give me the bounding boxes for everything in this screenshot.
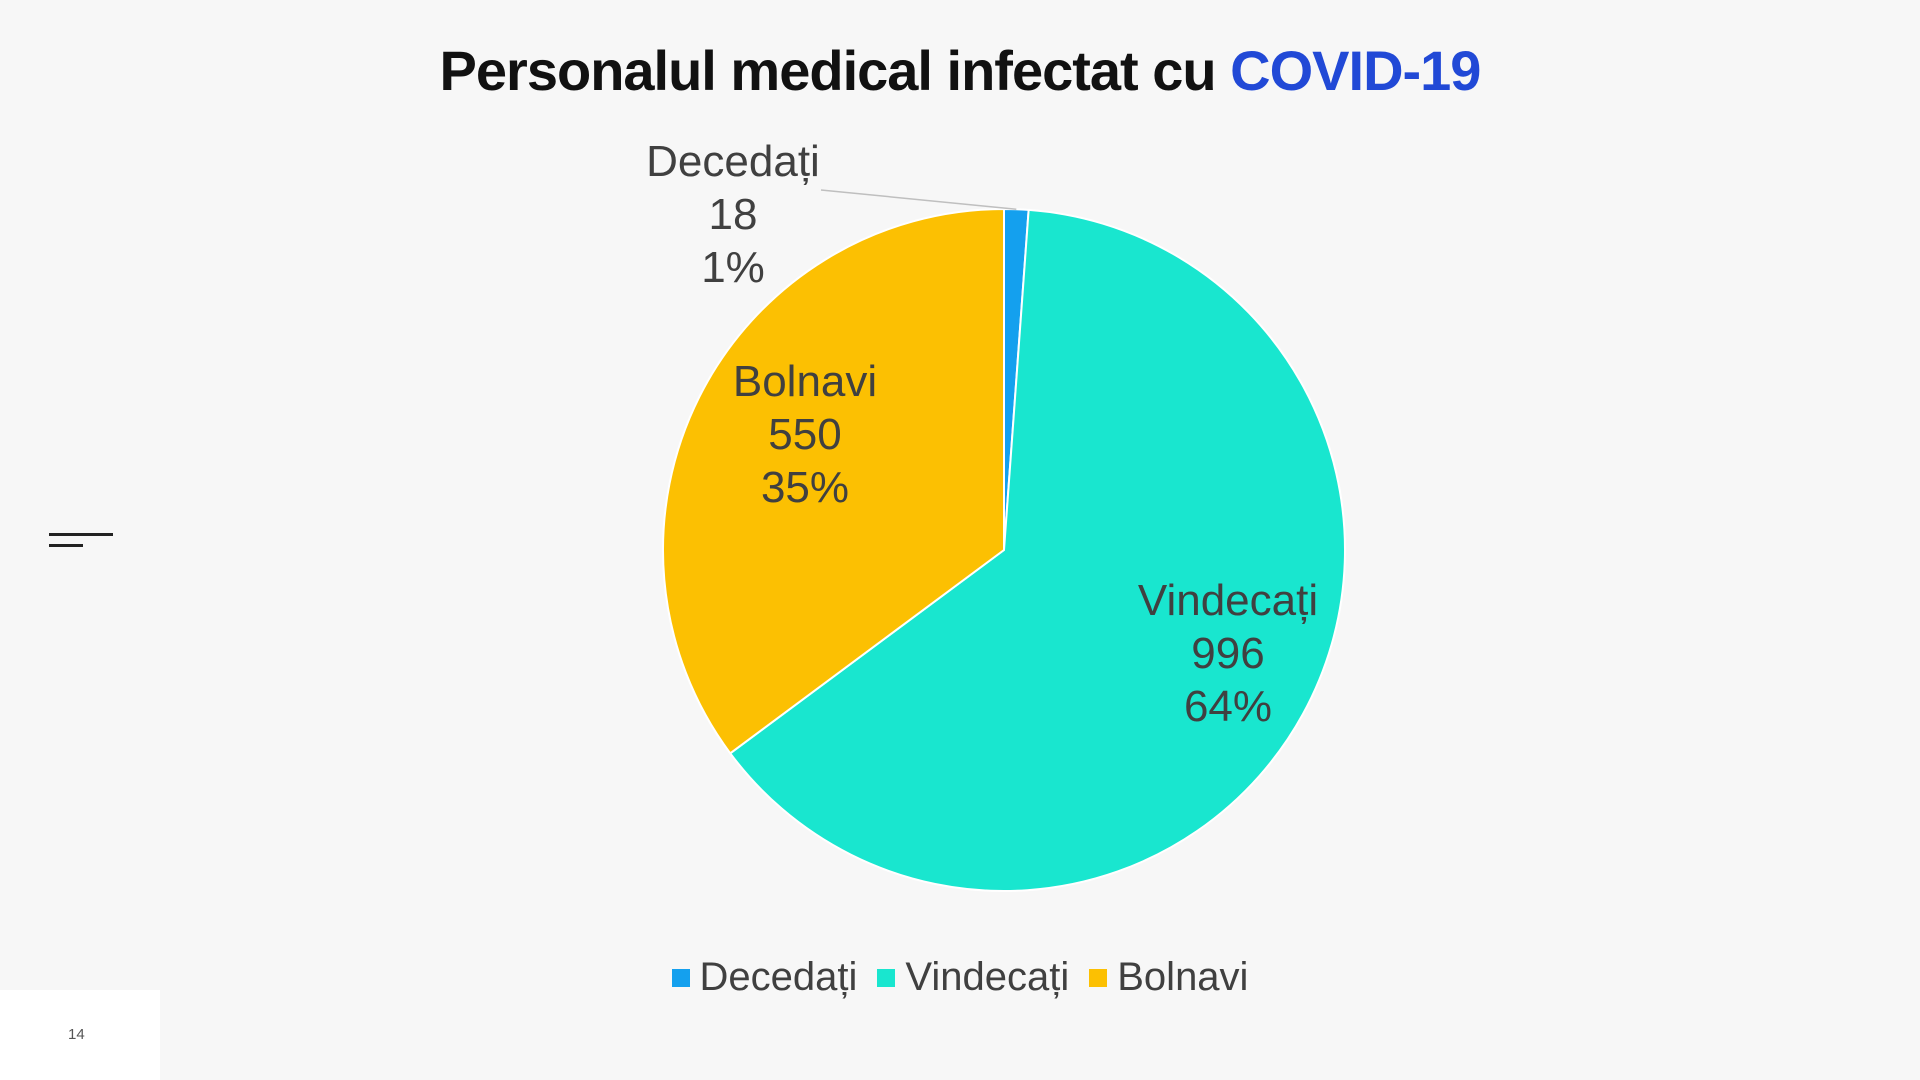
leader-line-decedati [820, 189, 1017, 210]
title-accent: COVID-19 [1230, 39, 1481, 102]
pie-slice-vindecati [728, 208, 1346, 892]
label-name: Vindecați [1138, 576, 1318, 625]
data-label-vindecati: Vindecați 996 64% [1138, 576, 1318, 731]
slide-title: Personalul medical infectat cu COVID-19 [0, 38, 1920, 103]
label-name: Bolnavi [733, 357, 877, 406]
label-value: 996 [1191, 629, 1264, 678]
legend-label: Vindecați [905, 955, 1070, 999]
title-main: Personalul medical infectat cu [439, 39, 1231, 102]
legend-item-decedati: Decedați [671, 955, 858, 1000]
label-percent: 35% [761, 463, 849, 512]
legend-swatch [877, 968, 896, 987]
decorative-line-bottom [49, 544, 83, 547]
label-percent: 1% [701, 243, 765, 292]
label-value: 18 [709, 190, 758, 239]
pie-labels: Decedați 18 1% Vindecați 996 64% Bolnavi 550 35% [646, 137, 1318, 731]
legend-item-vindecati: Vindecați [877, 955, 1069, 1000]
label-value: 550 [768, 410, 841, 459]
legend-item-bolnavi: Bolnavi [1089, 955, 1248, 1000]
data-label-decedati: Decedați 18 1% [646, 137, 820, 292]
chart-legend: Decedați Vindecați Bolnavi [0, 955, 1920, 1000]
pie-slice-bolnavi [662, 207, 1005, 755]
legend-label: Bolnavi [1117, 955, 1249, 999]
legend-label: Decedați [699, 955, 858, 999]
decorative-line-top [49, 533, 113, 536]
page-number-box [0, 990, 160, 1080]
legend-swatch [1089, 968, 1108, 987]
pie-slices [662, 207, 1346, 892]
label-percent: 64% [1184, 682, 1272, 731]
label-name: Decedați [646, 137, 820, 186]
legend-swatch [671, 968, 690, 987]
page-number: 14 [68, 1026, 85, 1043]
data-label-bolnavi: Bolnavi 550 35% [733, 357, 877, 512]
